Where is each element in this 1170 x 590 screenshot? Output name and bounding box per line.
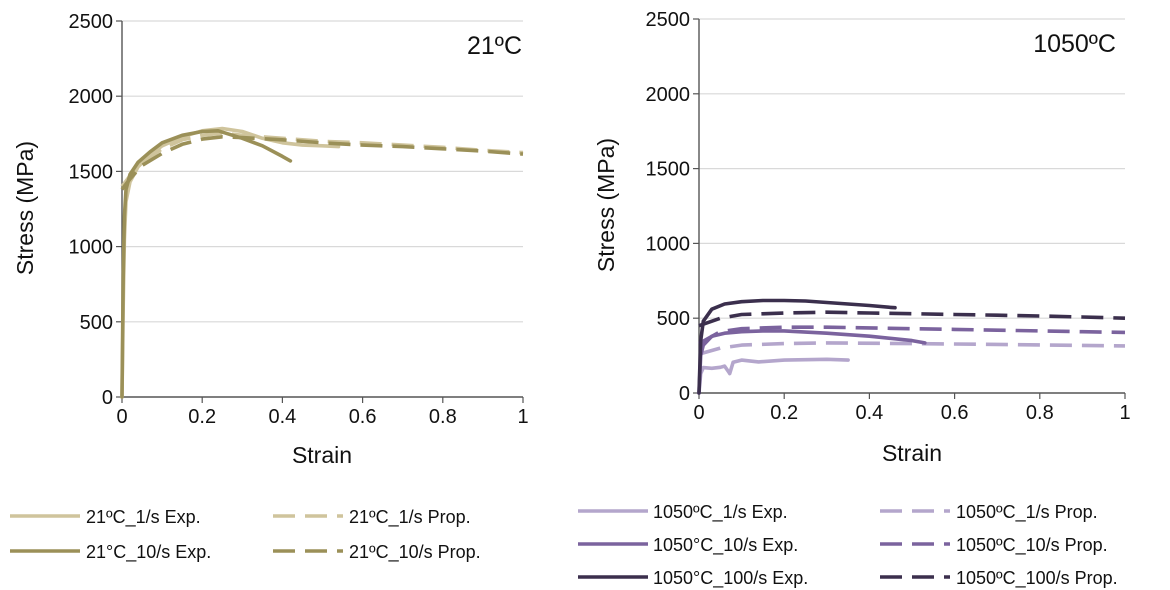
chart-panel-1: 0 500 1000 1500 2000 2500 0 0.2 0.4 0.6 0.8 1 21ºC St… — [10, 11, 529, 563]
legend-label: 21°C_10/s Exp. — [86, 542, 211, 563]
x-tick-label: 0.6 — [349, 406, 377, 428]
legend-label: 1050ºC_10/s Prop. — [956, 535, 1108, 556]
x-tick-label: 0.6 — [941, 402, 969, 424]
x-axis-title: Strain — [882, 440, 942, 466]
panel-title: 21ºC — [467, 32, 522, 60]
chart-panel-2: 0 500 1000 1500 2000 2500 0 0.2 0.4 0.6 0.8 1 1050ºC… — [578, 9, 1131, 589]
y-axis-title: Stress (MPa) — [12, 141, 38, 275]
x-tick-label: 1 — [517, 406, 528, 428]
y-axis-title: Stress (MPa) — [593, 138, 619, 272]
legend-label: 1050°C_10/s Exp. — [653, 535, 798, 556]
x-tick-label: 0.8 — [429, 406, 457, 428]
x-tick-label: 0.2 — [188, 406, 216, 428]
legend-label: 21ºC_1/s Prop. — [349, 507, 471, 528]
series-line-1 — [120, 126, 341, 399]
legend-label: 1050ºC_1/s Prop. — [956, 502, 1098, 523]
x-axis-title: Strain — [292, 442, 352, 468]
series-line-5 — [697, 298, 897, 395]
legend-label: 1050°C_100/s Exp. — [653, 568, 808, 589]
series-line-2 — [120, 131, 524, 188]
x-tick-label: 0.4 — [268, 406, 296, 428]
y-tick-label: 0 — [102, 387, 113, 409]
series-line-2 — [698, 341, 1126, 356]
legend-label: 1050ºC_1/s Exp. — [653, 502, 788, 523]
y-tick-label: 1000 — [646, 233, 691, 255]
y-tick-label: 1500 — [646, 159, 691, 181]
panel-title: 1050ºC — [1033, 30, 1116, 58]
x-tick-label: 0.8 — [1026, 402, 1054, 424]
x-tick-label: 0.2 — [770, 402, 798, 424]
legend-label: 21ºC_1/s Exp. — [86, 507, 201, 528]
y-tick-label: 0 — [679, 383, 690, 405]
series-line-4 — [120, 135, 524, 191]
legend-label: 1050ºC_100/s Prop. — [956, 568, 1118, 589]
x-tick-label: 0 — [116, 406, 127, 428]
series-line-1 — [697, 357, 850, 395]
series-line-3 — [697, 329, 927, 395]
series-line-4 — [698, 325, 1126, 346]
legend: 1050ºC_1/s Exp. 1050ºC_1/s Prop. 1050°C_10… — [578, 502, 1118, 589]
series-line-3 — [120, 129, 293, 399]
x-tick-label: 1 — [1119, 402, 1130, 424]
y-tick-label: 1000 — [69, 237, 114, 259]
x-tick-label: 0 — [693, 402, 704, 424]
legend: 21ºC_1/s Exp. 21ºC_1/s Prop. 21°C_10/s Exp… — [10, 507, 481, 563]
x-tick-label: 0.4 — [855, 402, 883, 424]
y-tick-label: 2000 — [646, 84, 691, 106]
y-tick-label: 2000 — [69, 86, 114, 108]
y-tick-label: 2500 — [646, 9, 691, 31]
y-tick-label: 500 — [80, 312, 113, 334]
y-tick-label: 1500 — [69, 161, 114, 183]
series-line-6 — [698, 310, 1126, 328]
y-tick-label: 500 — [657, 308, 690, 330]
y-tick-label: 2500 — [69, 11, 114, 33]
legend-label: 21ºC_10/s Prop. — [349, 542, 481, 563]
